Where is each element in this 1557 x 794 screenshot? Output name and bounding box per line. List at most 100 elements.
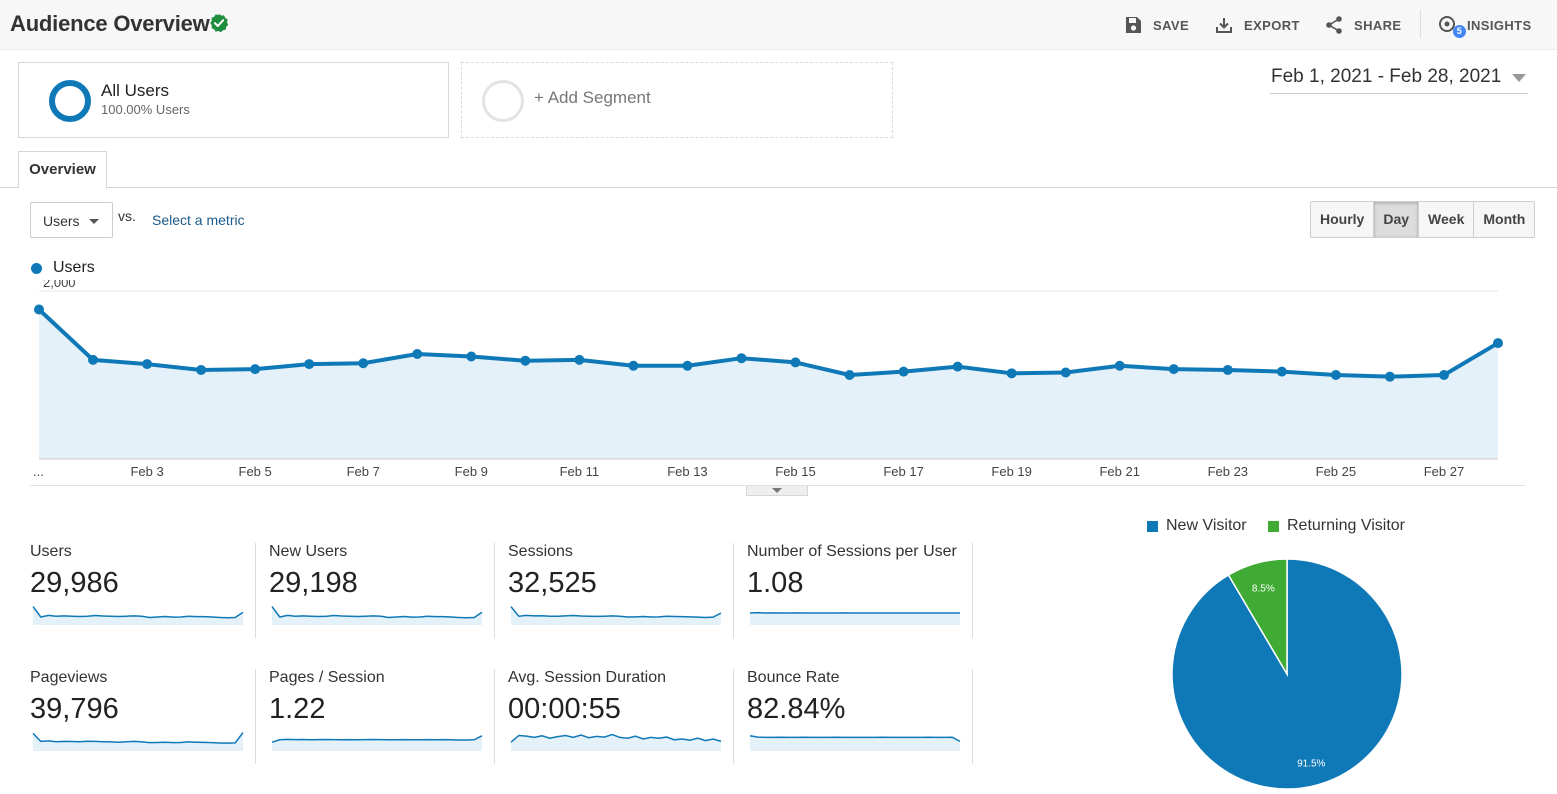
pie-legend-returning: Returning Visitor [1268,517,1405,535]
page-header: Audience Overview SAVE EXPORT SHARE 5 IN… [0,0,1557,50]
metric-card-sessions[interactable]: Sessions 32,525 [508,543,724,651]
users-data-point [1222,364,1233,375]
tab-divider [0,187,1557,188]
card-divider [255,669,256,764]
legend-swatch [1268,520,1279,532]
x-tick-label: Feb 17 [883,464,923,479]
x-tick-label: ... [33,464,44,479]
sparkline-line [271,606,483,619]
users-data-point [88,354,99,365]
users-data-point [358,358,369,369]
sparkline-fill [33,606,243,625]
x-tick-label: Feb 9 [455,464,488,479]
pie-legend-new: New Visitor [1147,517,1247,535]
users-data-point [790,357,801,368]
pie-slice-label: 8.5% [1252,583,1275,594]
users-data-point [682,360,693,371]
metric-name: Sessions [508,543,573,560]
sparkline-line [32,732,244,744]
card-divider [494,543,495,638]
page-title: Audience Overview [10,11,210,36]
visitor-type-pie-chart: 91.5% 8.5% [1171,558,1403,790]
granularity-switcher: Hourly Day Week Month [1310,201,1536,238]
users-data-point [1168,364,1179,375]
tab-overview[interactable]: Overview [18,151,107,188]
users-data-point [628,360,639,371]
pie-slice-label: 91.5% [1297,759,1325,770]
metric-sparkline [32,606,244,625]
save-button[interactable]: SAVE [1123,12,1189,38]
metric-card-pageviews[interactable]: Pageviews 39,796 [30,669,246,777]
legend-label: Users [53,259,95,276]
insights-icon [1439,16,1455,32]
metric-card-users[interactable]: Users 29,986 [30,543,246,651]
users-data-point [34,304,44,315]
users-data-point [520,355,531,366]
x-tick-label: Feb 5 [239,464,272,479]
metric-value: 29,198 [269,567,358,599]
x-tick-label: Feb 13 [667,464,707,479]
users-data-point [466,351,477,362]
export-button[interactable]: EXPORT [1214,12,1300,38]
users-data-point [196,364,207,375]
metric-card-new-users[interactable]: New Users 29,198 [269,543,485,651]
y-tick-label: 2,000 [43,280,76,290]
card-divider [733,543,734,638]
add-segment-button[interactable]: + Add Segment [461,62,893,138]
vs-label: vs. [118,208,136,224]
metric-sparkline [749,735,961,751]
sparkline-line [32,606,244,619]
toolbar-divider [1420,10,1421,38]
metric-name: New Users [269,543,348,560]
x-tick-label: Feb 19 [991,464,1031,479]
date-range-label: Feb 1, 2021 - Feb 28, 2021 [1271,66,1502,87]
metric-value: 39,796 [30,693,119,725]
metric-card-bounce-rate[interactable]: Bounce Rate 82.84% [747,669,963,777]
export-label: EXPORT [1244,17,1300,33]
pie-slice-returning-visitor [1227,558,1288,677]
metric-card-pages-session[interactable]: Pages / Session 1.22 [269,669,485,777]
verified-check-icon [210,14,229,33]
segment-percentage: 100.00% Users [101,102,190,117]
users-series-line [37,308,1500,379]
users-data-point [304,359,315,370]
metric-sparkline [510,606,722,625]
chart-collapse-toggle[interactable] [746,486,808,496]
add-segment-label: + Add Segment [534,88,651,107]
metric-sparkline [271,735,483,751]
metric-value: 29,986 [30,567,119,599]
x-tick-label: Feb 15 [775,464,815,479]
users-data-point [1114,360,1125,371]
users-data-point [1493,338,1503,349]
granularity-week-button[interactable]: Week [1419,202,1475,237]
granularity-month-button[interactable]: Month [1483,211,1526,227]
metric-dropdown[interactable]: Users [30,202,113,238]
x-tick-label: Feb 23 [1208,464,1248,479]
metric-value: 00:00:55 [508,693,621,725]
sparkline-fill [511,734,721,751]
sparkline-fill [272,735,482,751]
users-data-point [844,370,855,380]
metric-card-number-of-sessions-per-user[interactable]: Number of Sessions per User 1.08 [747,543,963,651]
metric-card-avg-session-duration[interactable]: Avg. Session Duration 00:00:55 [508,669,724,777]
metric-name: Pages / Session [269,669,385,686]
legend-swatch [1147,520,1158,532]
date-range-picker[interactable]: Feb 1, 2021 - Feb 28, 2021 [1270,64,1528,94]
metric-value: 1.08 [747,567,804,599]
x-tick-label: Feb 3 [130,464,163,479]
share-icon [1326,16,1342,34]
users-data-point [952,361,963,372]
sparkline-line [510,733,722,743]
select-metric-link[interactable]: Select a metric [152,212,245,228]
metric-name: Number of Sessions per User [747,543,957,560]
share-button[interactable]: SHARE [1324,12,1402,38]
users-data-point [412,349,423,359]
granularity-day-button[interactable]: Day [1374,202,1420,237]
users-area-fill [39,309,1498,459]
segment-all-users[interactable]: All Users 100.00% Users [18,62,449,138]
granularity-hourly-button[interactable]: Hourly [1311,202,1375,237]
metric-name: Users [30,543,72,560]
download-icon [1216,18,1232,33]
insights-label: INSIGHTS [1467,17,1532,33]
insights-button[interactable]: 5 INSIGHTS [1437,12,1532,38]
